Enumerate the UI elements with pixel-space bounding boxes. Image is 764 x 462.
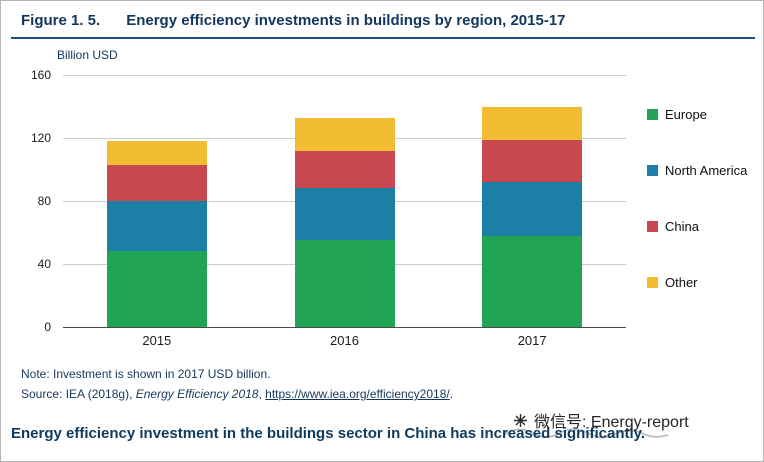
source-link[interactable]: https://www.iea.org/efficiency2018/ — [265, 387, 450, 401]
legend-item-other: Other — [647, 275, 747, 290]
gridline — [63, 201, 626, 202]
source-separator: , — [258, 387, 266, 401]
bar-segment-north-america — [106, 201, 207, 252]
bar-segment-north-america — [482, 182, 583, 236]
bar-segment-north-america — [294, 188, 395, 241]
legend-item-china: China — [647, 219, 747, 234]
bar-segment-china — [106, 164, 207, 201]
title-divider — [11, 37, 755, 39]
y-tick-label: 160 — [30, 68, 51, 82]
legend-label: China — [665, 219, 699, 234]
gridline — [63, 138, 626, 139]
watermark-icon — [514, 413, 527, 427]
bar-segment-china — [482, 139, 583, 183]
gridline — [63, 264, 626, 265]
source-suffix: . — [449, 387, 454, 401]
legend-item-europe: Europe — [647, 107, 747, 122]
bar-segment-china — [294, 150, 395, 189]
bar-segment-other — [106, 141, 207, 165]
legend-swatch — [647, 277, 658, 288]
y-tick-label: 0 — [44, 320, 51, 334]
legend-label: North America — [665, 163, 748, 178]
source-prefix: Source: IEA (2018g), — [21, 387, 136, 401]
legend-swatch — [647, 109, 658, 120]
legend-label: Other — [665, 275, 698, 290]
y-axis-unit-label: Billion USD — [57, 48, 118, 62]
chart-legend: Europe North America China Other — [647, 107, 747, 331]
plot-area — [63, 75, 626, 328]
watermark: 微信号: Energy-report — [513, 408, 689, 432]
chart-source: Source: IEA (2018g), Energy Efficiency 2… — [21, 387, 453, 401]
figure-title-text: Energy efficiency investments in buildin… — [126, 12, 566, 29]
x-axis-labels: 2015 2016 2017 — [63, 333, 626, 353]
figure-number: Figure 1. 5. — [21, 12, 101, 29]
x-tick-label: 2015 — [142, 333, 172, 348]
watermark-text: 微信号: Energy-report — [534, 414, 689, 431]
bar-segment-other — [482, 106, 583, 140]
bar-segment-europe — [294, 240, 395, 327]
x-tick-label: 2016 — [330, 333, 359, 348]
bar-segment-europe — [482, 235, 583, 327]
y-tick-label: 40 — [37, 257, 51, 271]
x-tick-label: 2017 — [517, 333, 547, 348]
legend-swatch — [647, 165, 658, 176]
figure-title: Figure 1. 5. Energy efficiency investment… — [21, 12, 753, 29]
bar-segment-other — [294, 117, 395, 151]
y-tick-label: 80 — [37, 194, 51, 208]
gridline — [63, 75, 626, 76]
source-publication: Energy Efficiency 2018 — [135, 387, 259, 401]
legend-swatch — [647, 221, 658, 232]
bar-segment-europe — [106, 251, 207, 327]
bottom-headline: Energy efficiency investment in the buil… — [11, 425, 646, 442]
y-axis-labels: 0 40 80 120 160 — [1, 68, 55, 334]
legend-label: Europe — [665, 107, 707, 122]
chart-note: Note: Investment is shown in 2017 USD bi… — [21, 367, 271, 381]
y-tick-label: 120 — [30, 131, 51, 145]
legend-item-north-america: North America — [647, 163, 747, 178]
